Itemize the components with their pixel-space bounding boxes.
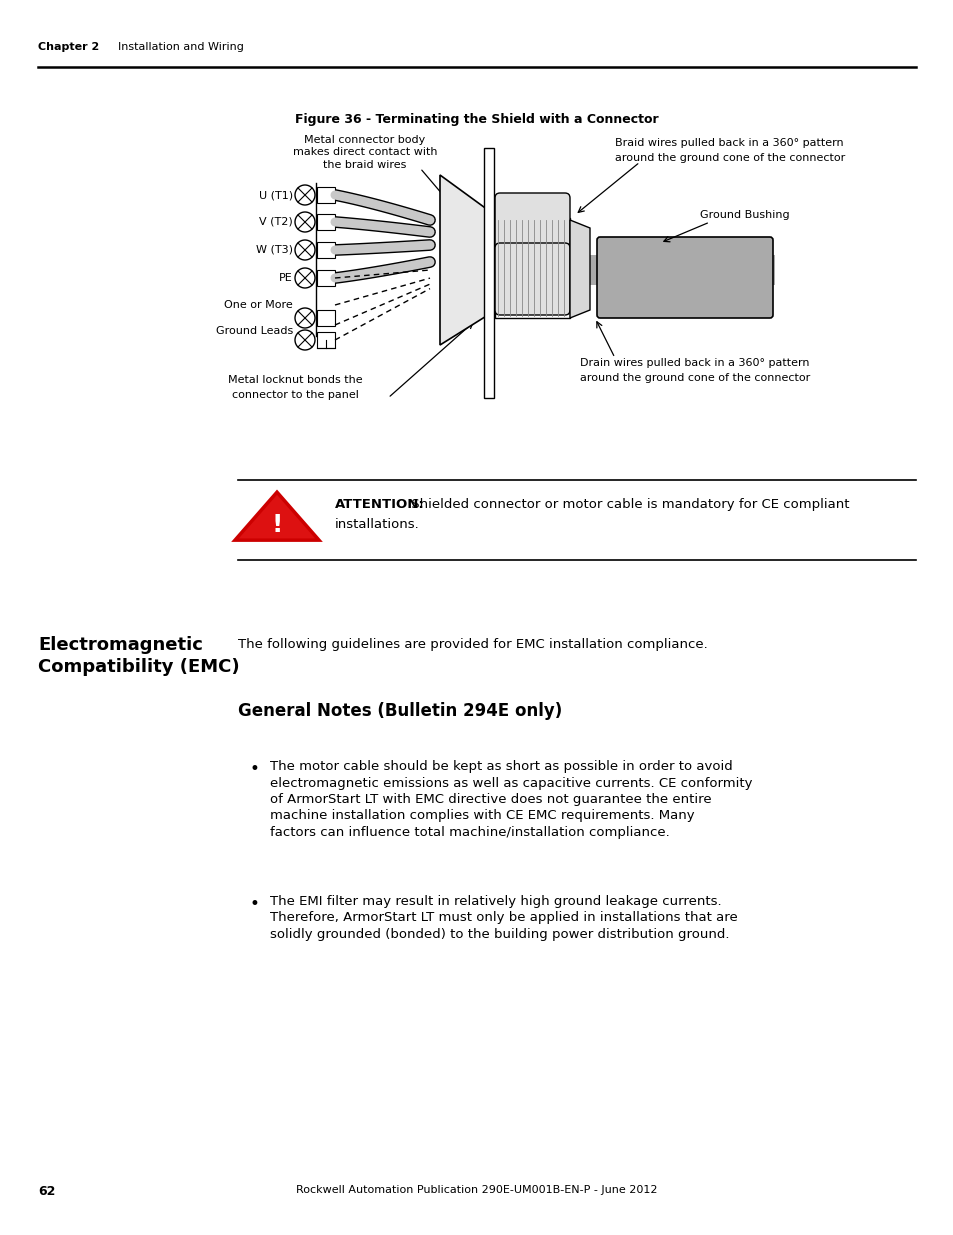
Polygon shape	[439, 175, 488, 345]
Text: Installation and Wiring: Installation and Wiring	[118, 42, 244, 52]
Text: ATTENTION:: ATTENTION:	[335, 498, 424, 511]
Text: around the ground cone of the connector: around the ground cone of the connector	[579, 373, 809, 383]
Text: of ArmorStart LT with EMC directive does not guarantee the entire: of ArmorStart LT with EMC directive does…	[270, 793, 711, 806]
Polygon shape	[569, 220, 589, 317]
Text: Therefore, ArmorStart LT must only be applied in installations that are: Therefore, ArmorStart LT must only be ap…	[270, 911, 737, 925]
Text: machine installation complies with CE EMC requirements. Many: machine installation complies with CE EM…	[270, 809, 694, 823]
Text: •: •	[250, 895, 259, 913]
Text: !: !	[271, 513, 282, 537]
Text: The EMI filter may result in relatively high ground leakage currents.: The EMI filter may result in relatively …	[270, 895, 720, 908]
Text: Metal connector body
makes direct contact with
the braid wires: Metal connector body makes direct contac…	[293, 135, 436, 169]
Text: connector to the panel: connector to the panel	[232, 390, 358, 400]
Text: •: •	[250, 760, 259, 778]
Bar	[316, 310, 335, 326]
FancyBboxPatch shape	[495, 193, 569, 266]
Bar	[316, 214, 335, 230]
Text: U (T1): U (T1)	[258, 190, 293, 200]
Text: Compatibility (EMC): Compatibility (EMC)	[38, 658, 239, 676]
Text: around the ground cone of the connector: around the ground cone of the connector	[615, 153, 844, 163]
Text: Figure 36 - Terminating the Shield with a Connector: Figure 36 - Terminating the Shield with …	[294, 112, 659, 126]
Text: 62: 62	[38, 1186, 55, 1198]
Bar	[316, 186, 335, 203]
Text: W (T3): W (T3)	[255, 245, 293, 254]
Bar	[316, 332, 335, 348]
Text: solidly grounded (bonded) to the building power distribution ground.: solidly grounded (bonded) to the buildin…	[270, 927, 729, 941]
Bar	[316, 270, 335, 287]
Polygon shape	[234, 493, 318, 540]
FancyBboxPatch shape	[597, 237, 772, 317]
Text: Ground Bushing: Ground Bushing	[700, 210, 789, 220]
Bar	[316, 242, 335, 258]
Text: Metal locknut bonds the: Metal locknut bonds the	[228, 375, 362, 385]
Text: Braid wires pulled back in a 360° pattern: Braid wires pulled back in a 360° patter…	[615, 138, 842, 148]
Text: electromagnetic emissions as well as capacitive currents. CE conformity: electromagnetic emissions as well as cap…	[270, 777, 752, 789]
Text: The motor cable should be kept as short as possible in order to avoid: The motor cable should be kept as short …	[270, 760, 732, 773]
Bar	[589, 254, 774, 285]
Text: V (T2): V (T2)	[259, 217, 293, 227]
Text: factors can influence total machine/installation compliance.: factors can influence total machine/inst…	[270, 826, 669, 839]
Text: Electromagnetic: Electromagnetic	[38, 636, 203, 655]
Text: PE: PE	[279, 273, 293, 283]
Text: installations.: installations.	[335, 517, 419, 531]
Text: Drain wires pulled back in a 360° pattern: Drain wires pulled back in a 360° patter…	[579, 358, 809, 368]
Text: The following guidelines are provided for EMC installation compliance.: The following guidelines are provided fo…	[237, 638, 707, 651]
Text: General Notes (Bulletin 294E only): General Notes (Bulletin 294E only)	[237, 701, 561, 720]
Text: One or More: One or More	[224, 300, 293, 310]
Bar	[483, 148, 494, 398]
Text: Chapter 2: Chapter 2	[38, 42, 99, 52]
FancyBboxPatch shape	[495, 243, 569, 315]
Text: Shielded connector or motor cable is mandatory for CE compliant: Shielded connector or motor cable is man…	[407, 498, 848, 511]
Text: Ground Leads: Ground Leads	[215, 326, 293, 336]
Bar	[495, 219, 569, 317]
Text: Rockwell Automation Publication 290E-UM001B-EN-P - June 2012: Rockwell Automation Publication 290E-UM0…	[296, 1186, 657, 1195]
